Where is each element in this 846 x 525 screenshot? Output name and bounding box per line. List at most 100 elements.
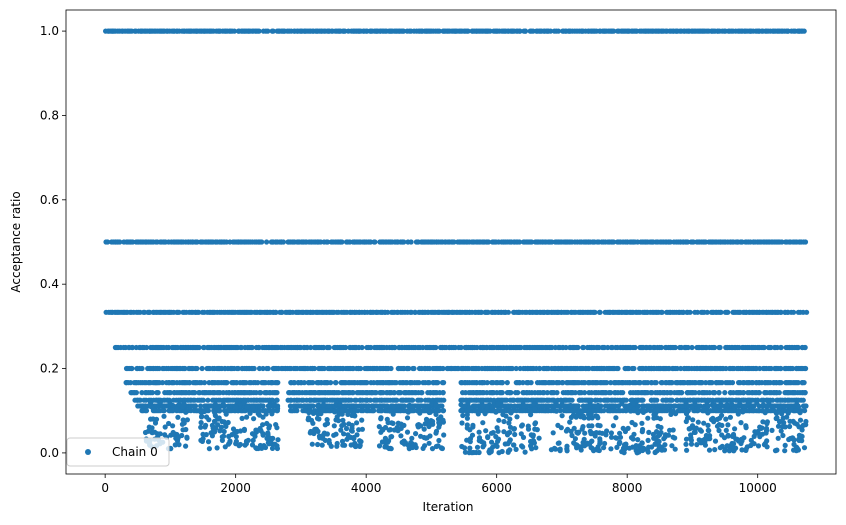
data-point: [137, 397, 143, 403]
data-point: [639, 420, 645, 426]
data-point: [774, 410, 780, 416]
data-point: [388, 365, 394, 372]
data-point: [192, 403, 199, 409]
data-point: [344, 436, 350, 442]
data-point: [657, 416, 663, 422]
data-point: [653, 380, 659, 386]
data-point: [441, 380, 447, 386]
data-point: [343, 344, 349, 351]
data-point: [200, 397, 206, 403]
data-point: [572, 390, 578, 396]
data-point: [712, 344, 718, 351]
data-point: [659, 309, 665, 315]
data-point: [725, 432, 731, 438]
data-point: [645, 380, 651, 386]
data-point: [696, 407, 702, 413]
data-point: [129, 365, 135, 372]
data-point: [506, 448, 512, 454]
data-point: [251, 416, 257, 422]
data-point: [320, 432, 327, 438]
data-point: [144, 344, 150, 351]
x-tick-label: 8000: [612, 481, 643, 495]
data-point: [378, 416, 384, 422]
data-point: [462, 445, 468, 451]
data-point: [689, 423, 696, 429]
data-point: [236, 443, 242, 449]
data-point: [279, 309, 285, 315]
data-point: [332, 409, 338, 415]
data-point: [307, 405, 313, 411]
data-point: [704, 309, 710, 315]
data-point: [333, 380, 339, 386]
data-point: [426, 440, 432, 446]
data-point: [722, 390, 728, 396]
data-point: [495, 401, 501, 407]
x-axis-label: Iteration: [423, 500, 474, 514]
data-point: [716, 390, 722, 396]
data-point: [373, 390, 379, 396]
data-point: [419, 390, 425, 396]
data-point: [406, 365, 412, 372]
data-point: [203, 407, 209, 413]
data-point: [673, 411, 679, 417]
data-point: [242, 442, 248, 448]
data-point: [711, 402, 717, 408]
data-point: [196, 344, 202, 351]
data-point: [409, 444, 416, 451]
data-point: [768, 365, 774, 372]
data-point: [483, 428, 489, 434]
data-point: [776, 390, 782, 396]
data-point: [751, 433, 757, 439]
data-point: [769, 427, 775, 433]
data-point: [560, 380, 566, 386]
data-point: [672, 344, 679, 351]
data-point: [394, 397, 400, 403]
data-point: [582, 390, 588, 396]
data-point: [251, 365, 257, 372]
data-point: [364, 380, 370, 386]
data-point: [654, 406, 660, 413]
data-point: [532, 421, 538, 427]
data-point: [353, 443, 359, 449]
data-point: [790, 365, 796, 372]
data-point: [462, 449, 468, 455]
data-point: [326, 440, 333, 446]
data-point: [265, 28, 271, 34]
data-point: [326, 344, 332, 351]
data-point: [532, 406, 538, 412]
data-point: [619, 401, 625, 407]
data-point: [661, 447, 668, 453]
data-point: [741, 390, 747, 396]
data-point: [729, 380, 736, 386]
data-point: [775, 435, 781, 441]
data-point: [500, 411, 506, 418]
data-point: [142, 403, 148, 409]
data-point: [669, 397, 675, 403]
data-point: [803, 422, 809, 428]
data-point: [335, 418, 342, 424]
data-point: [475, 411, 481, 417]
data-point: [582, 430, 588, 436]
data-point: [287, 403, 293, 409]
data-point: [580, 424, 586, 430]
data-point: [779, 239, 785, 245]
data-point: [436, 422, 443, 428]
data-point: [584, 440, 591, 446]
data-point: [611, 28, 617, 34]
data-point: [511, 426, 517, 432]
data-point: [275, 405, 281, 411]
data-point: [301, 380, 307, 386]
data-point: [597, 423, 603, 429]
data-point: [476, 438, 482, 444]
data-point: [635, 437, 641, 443]
data-point: [802, 390, 808, 396]
data-point: [221, 433, 227, 439]
data-point: [263, 411, 269, 417]
data-point: [476, 449, 482, 456]
data-point: [398, 433, 404, 439]
data-point: [689, 405, 695, 411]
data-point: [511, 404, 517, 410]
data-point: [401, 441, 407, 447]
data-point: [393, 380, 399, 386]
data-point: [143, 408, 150, 414]
